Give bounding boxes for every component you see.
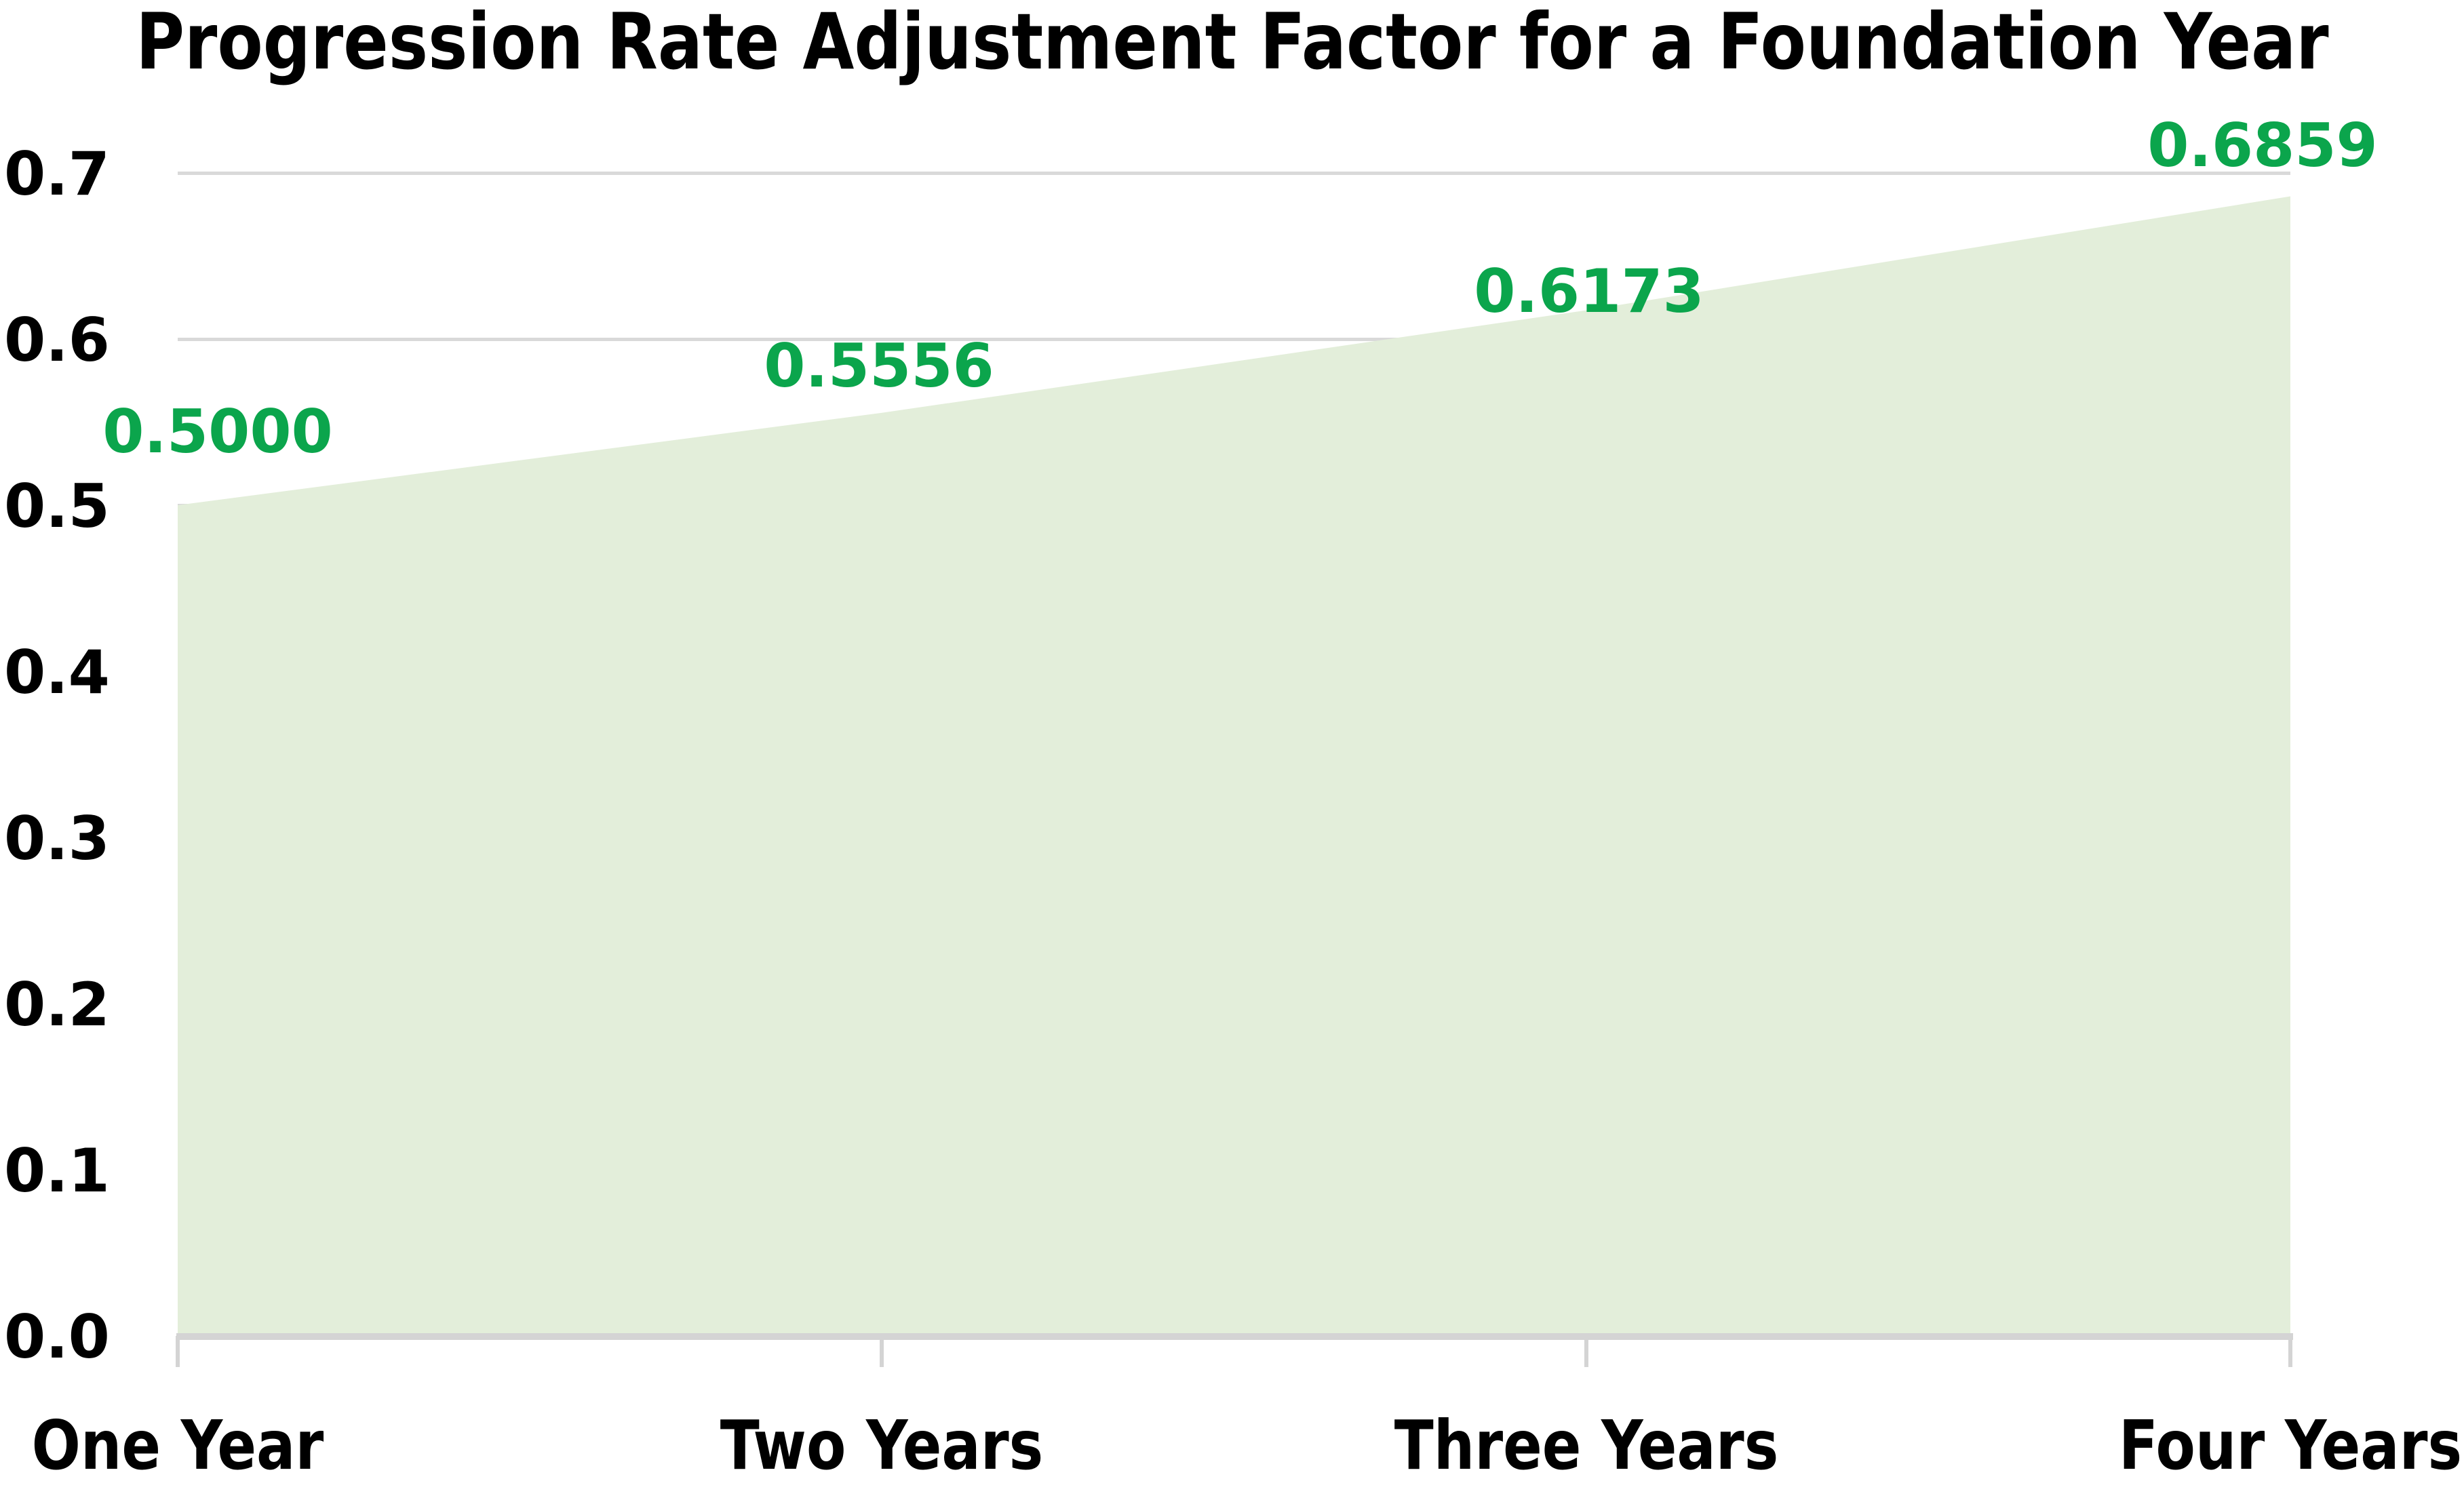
x-tick-3 bbox=[1584, 1336, 1588, 1367]
x-category-label-4: Four Years bbox=[2118, 1406, 2463, 1485]
area-polygon bbox=[178, 196, 2290, 1336]
gridline-0.6 bbox=[178, 337, 2290, 341]
y-tick-label-0.5: 0.5 bbox=[4, 471, 110, 541]
x-tick-4 bbox=[2288, 1336, 2292, 1367]
x-tick-1 bbox=[176, 1336, 180, 1367]
data-label-3: 0.6173 bbox=[1474, 256, 1704, 326]
y-tick-label-0.3: 0.3 bbox=[4, 804, 110, 873]
y-tick-label-0.6: 0.6 bbox=[4, 305, 110, 375]
data-label-4: 0.6859 bbox=[2147, 111, 2378, 180]
x-axis-line bbox=[176, 1333, 2293, 1340]
chart-title-row: Progression Rate Adjustment Factor for a… bbox=[0, 1, 2464, 83]
x-category-label-3: Three Years bbox=[1394, 1406, 1778, 1485]
x-category-label-1: One Year bbox=[31, 1406, 324, 1485]
data-label-1: 0.5000 bbox=[102, 397, 333, 467]
x-category-label-2: Two Years bbox=[720, 1406, 1044, 1485]
y-tick-label-0.7: 0.7 bbox=[4, 139, 110, 209]
gridline-0.7 bbox=[178, 171, 2290, 175]
x-tick-2 bbox=[880, 1336, 884, 1367]
y-tick-label-0.1: 0.1 bbox=[4, 1136, 110, 1206]
data-label-2: 0.5556 bbox=[764, 331, 994, 401]
y-tick-label-0.4: 0.4 bbox=[4, 637, 110, 707]
y-tick-label-0.2: 0.2 bbox=[4, 970, 110, 1040]
chart-title: Progression Rate Adjustment Factor for a… bbox=[135, 0, 2329, 87]
y-tick-label-0.0: 0.0 bbox=[4, 1302, 110, 1372]
